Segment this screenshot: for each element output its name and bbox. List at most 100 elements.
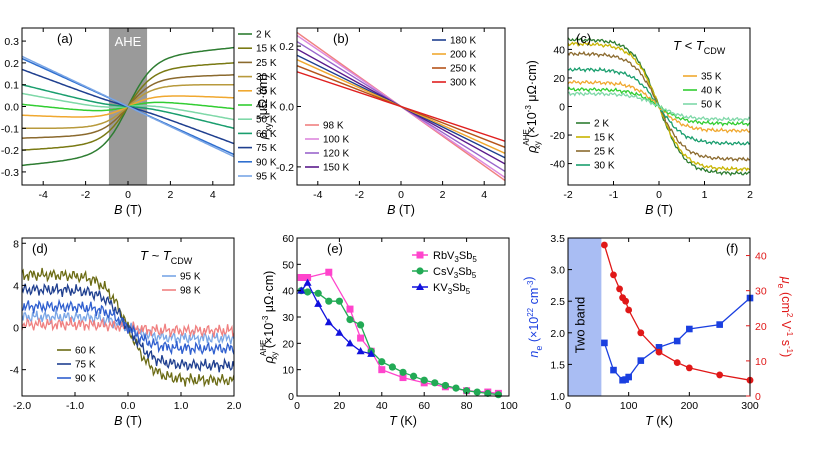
e-marker-circle	[378, 358, 386, 366]
c-ytick-label: -20	[550, 130, 565, 142]
a-legend-label: 75 K	[256, 143, 277, 154]
c-ylabel: ρAHE xy (×10-3 μΩ·cm)	[522, 60, 542, 154]
d-xtick-label: 0.0	[121, 400, 136, 412]
e-marker-triangle	[367, 349, 376, 357]
c-legend-label: 25 K	[594, 147, 615, 158]
d-xtick-label: -2.0	[13, 400, 31, 412]
f-marker-square	[716, 321, 723, 328]
c-ytick-label: 20	[553, 73, 565, 85]
a-ytick-label: -0.1	[1, 123, 19, 135]
b-legend-label: 300 K	[450, 78, 476, 89]
f-marker-circle	[601, 241, 608, 249]
a-legend-label: 30 K	[256, 72, 277, 83]
b-panel-label: (b)	[333, 31, 349, 46]
f-ytick-label-right: 40	[755, 251, 767, 263]
f-marker-square	[625, 373, 632, 381]
e-ytick-label: 30	[282, 312, 294, 324]
d-series-line	[22, 282, 234, 373]
e-marker-circle	[399, 368, 407, 376]
e-marker-circle	[420, 376, 428, 384]
e-ytick-label: 10	[282, 365, 294, 377]
e-xtick-label: 40	[376, 400, 388, 412]
c-series-line	[568, 66, 750, 146]
b-legend-label: 250 K	[450, 64, 476, 75]
a-panel-label: (a)	[57, 31, 73, 46]
f-ytick-label-right: 0	[755, 391, 761, 403]
b-legend-label: 100 K	[323, 135, 349, 146]
d-series-line	[22, 298, 234, 356]
c-xlabel: B (T)	[645, 203, 673, 217]
a-xtick-label: 2	[167, 189, 173, 201]
f-ylabel: ne (×1022 cm-3)	[522, 276, 544, 357]
e-xtick-label: 80	[461, 400, 473, 412]
e-panel-label: (e)	[327, 241, 343, 256]
a-xtick-label: -2	[81, 189, 90, 201]
a-ytick-label: 0.3	[4, 36, 19, 48]
f-marker-circle	[610, 271, 617, 279]
f-marker-square	[655, 344, 663, 351]
e-marker-circle	[431, 379, 439, 387]
f-marker-circle	[616, 285, 623, 293]
c-series-line	[568, 90, 750, 123]
d-xlabel: B (T)	[114, 414, 142, 428]
f-marker-square	[601, 339, 608, 347]
e-marker-triangle	[346, 339, 354, 347]
e-legend-label: KV3Sb5	[433, 282, 471, 296]
e-xtick-label: 60	[418, 400, 430, 412]
a-xtick-label: -4	[39, 189, 48, 201]
d-ytick-label: 4	[13, 280, 19, 292]
b-ytick-label: 0.0	[279, 102, 294, 114]
f-ylabel-right: μe (cm2 V-1 s-1)	[776, 276, 794, 358]
e-ytick-label: 50	[282, 259, 294, 271]
a-series-line	[22, 55, 234, 158]
e-series-line	[300, 281, 372, 355]
a-legend-label: 40 K	[256, 101, 277, 112]
a-legend-label: 50 K	[256, 115, 277, 126]
e-xtick-label: 0	[294, 400, 300, 412]
e-marker-circle	[410, 372, 418, 380]
d-panel-label: (d)	[32, 241, 48, 256]
d-ytick-label: 8	[13, 238, 19, 250]
e-marker-circle	[452, 384, 460, 392]
e-marker-triangle	[335, 328, 344, 336]
c-legend-label: 50 K	[701, 100, 722, 111]
a-ytick-label: 0.1	[4, 80, 19, 92]
e-xtick-label: 20	[334, 400, 346, 412]
c-ytick-label: 0	[559, 102, 565, 114]
b-legend-label: 180 K	[450, 36, 476, 47]
e-marker-circle	[463, 387, 471, 395]
c-legend-label: 2 K	[594, 119, 609, 130]
c-ytick-label: -40	[550, 159, 565, 171]
f-xtick-label: 200	[681, 400, 699, 412]
b-series-line	[297, 71, 505, 142]
a-legend-label: 95 K	[256, 172, 277, 183]
a-ytick-label: 0.2	[4, 58, 19, 70]
e-marker-circle	[473, 388, 481, 396]
b-xtick-label: 2	[440, 189, 446, 201]
a-xtick-label: 4	[210, 189, 216, 201]
e-xtick-label: 100	[500, 400, 518, 412]
e-marker-triangle	[356, 347, 365, 355]
e-marker-circle	[304, 288, 312, 296]
d-legend-label: 90 K	[75, 374, 96, 385]
b-ylabel: ρxy (μΩ·cm)	[256, 74, 273, 140]
e-marker-triangle	[314, 299, 323, 307]
e-marker-square	[297, 274, 305, 281]
e-marker-circle	[416, 267, 424, 275]
c-xtick-label: 1	[702, 189, 708, 201]
d-legend-label: 75 K	[75, 360, 96, 371]
e-marker-circle	[441, 381, 449, 390]
e-ytick-label: 40	[282, 286, 294, 298]
e-xlabel: T (K)	[389, 414, 417, 428]
e-ytick-label: 0	[288, 391, 294, 403]
e-marker-circle	[346, 316, 354, 324]
d-legend-label: 60 K	[75, 346, 96, 357]
c-condition-label: T < TCDW	[673, 38, 726, 56]
d-ytick-label: -4	[10, 365, 19, 377]
e-marker-circle	[314, 289, 322, 297]
d-xtick-label: 2.0	[227, 400, 242, 412]
c-legend-label: 35 K	[701, 72, 722, 83]
f-two-band-label: Two band	[572, 297, 587, 353]
d-xtick-label: -1.0	[66, 400, 84, 412]
b-legend-label: 200 K	[450, 50, 476, 61]
